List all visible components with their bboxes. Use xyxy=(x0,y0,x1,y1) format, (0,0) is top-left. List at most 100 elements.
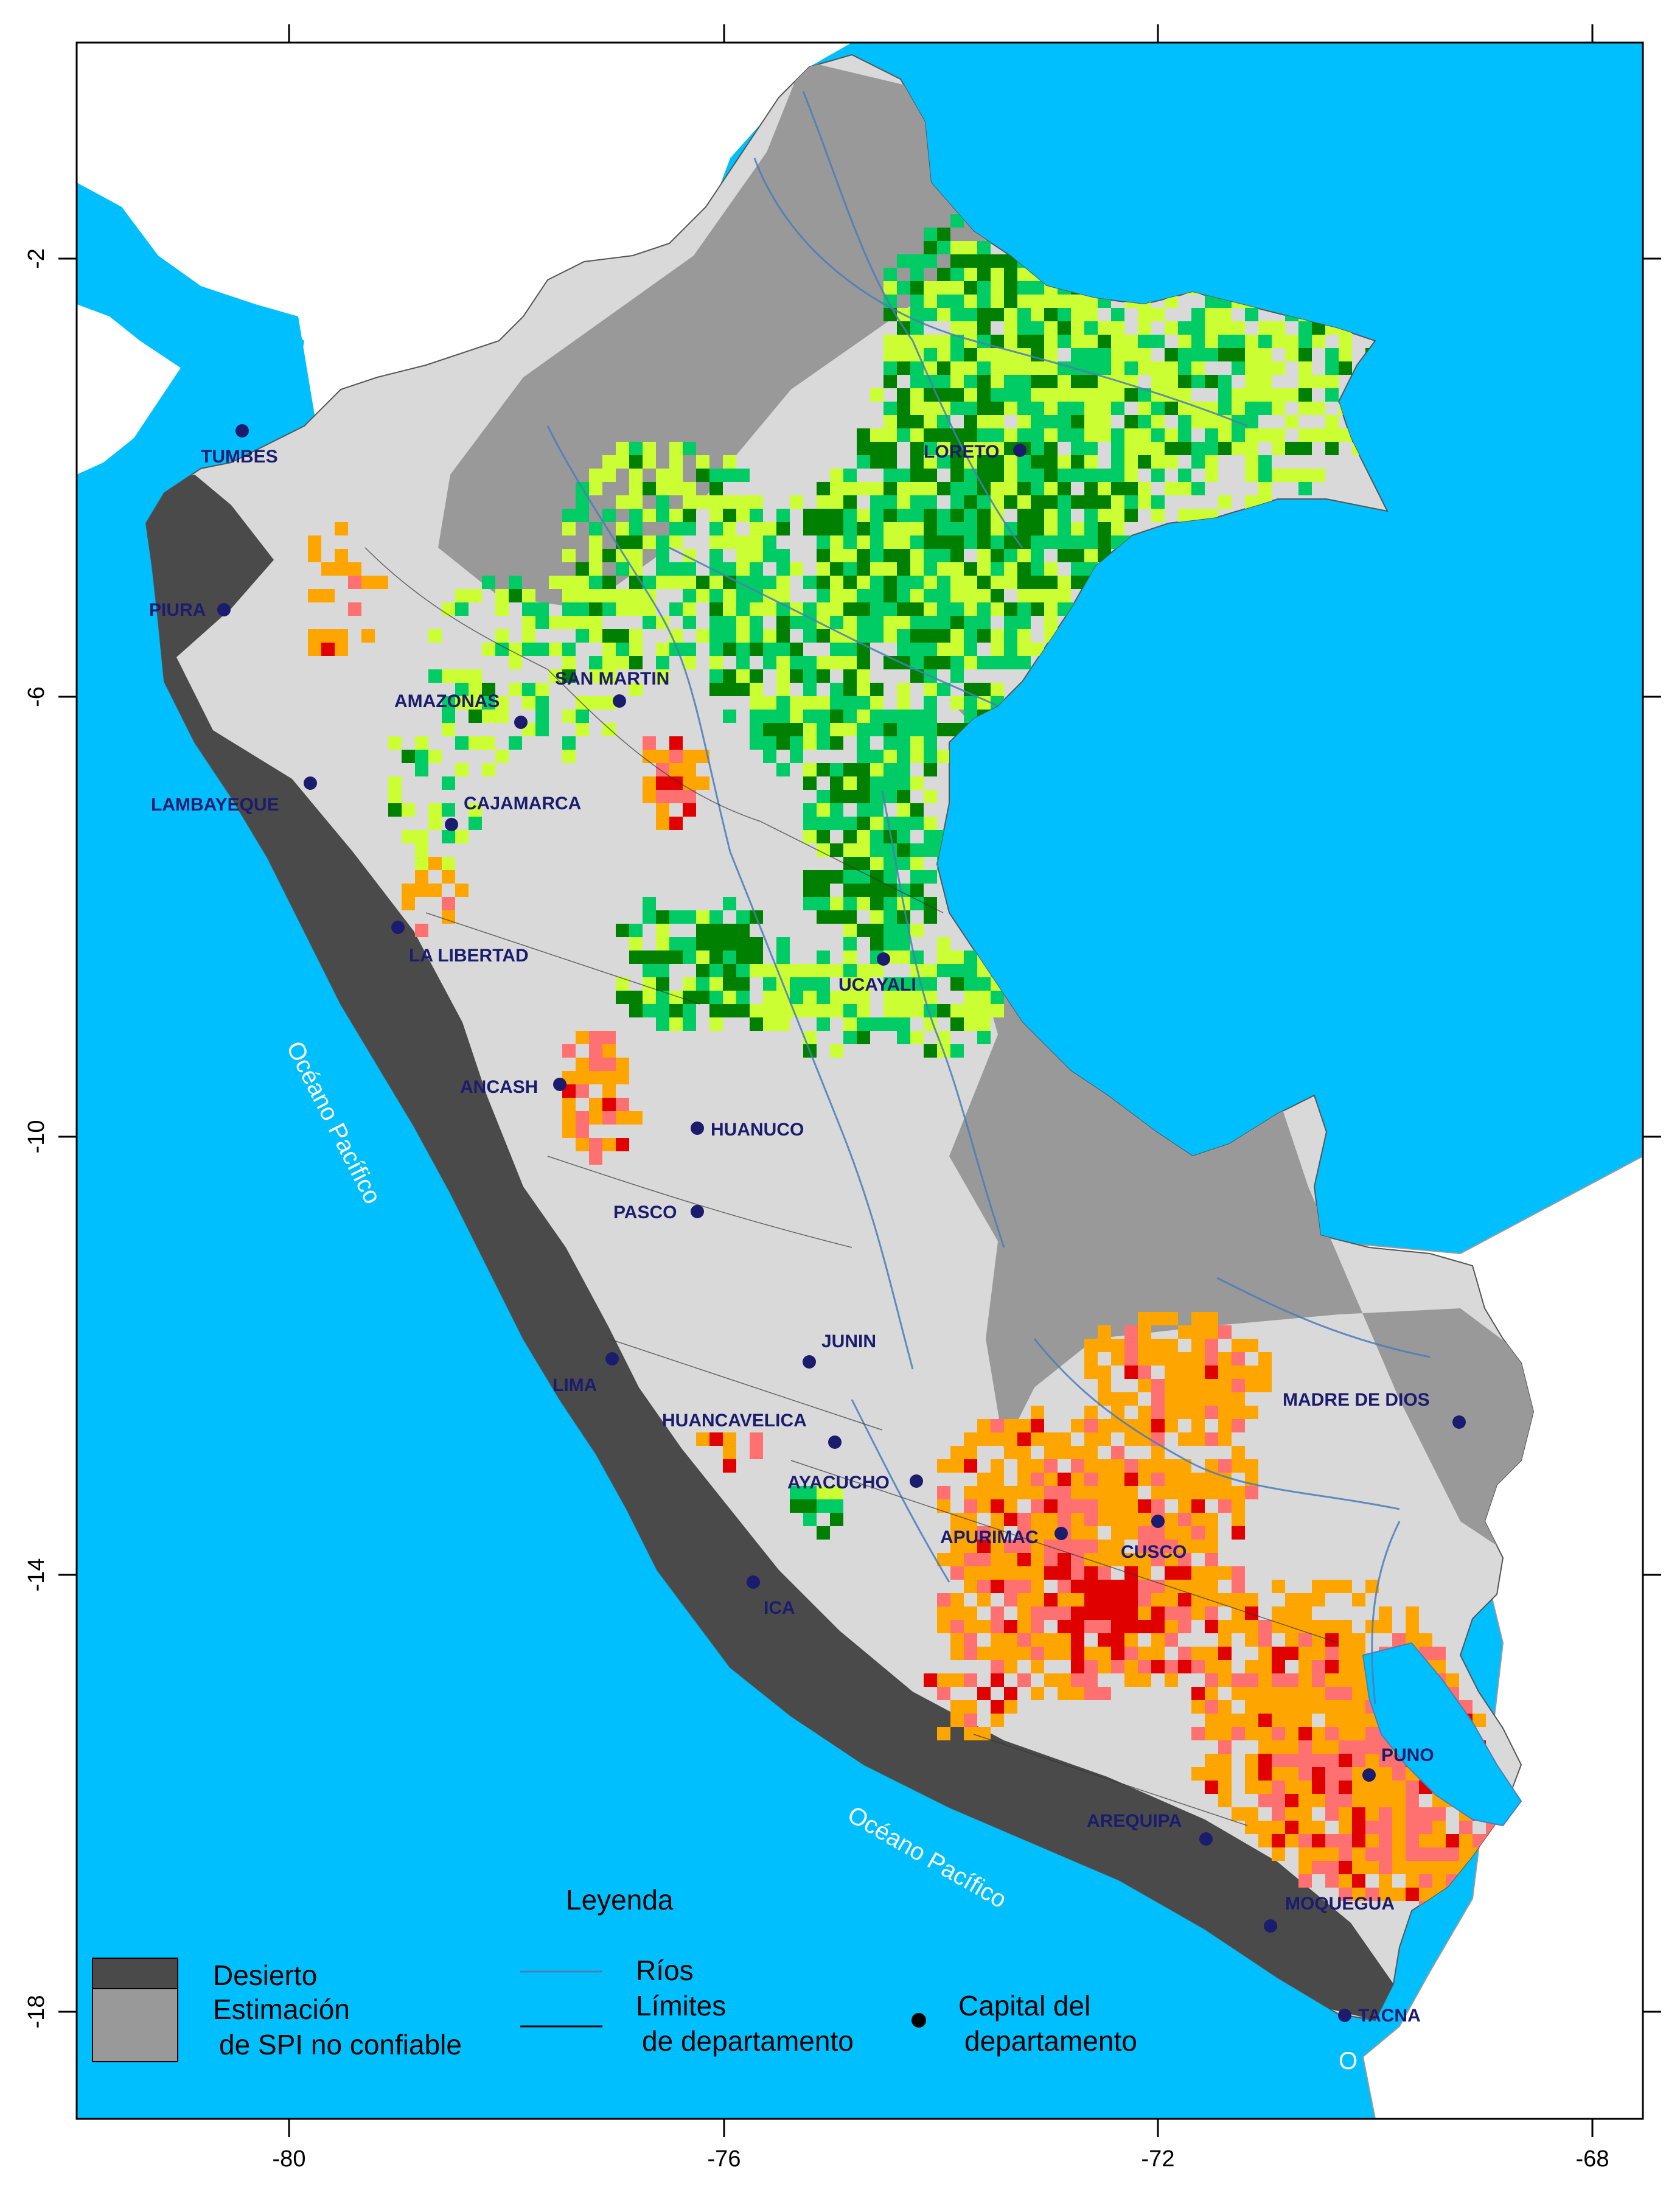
capital-dot xyxy=(1338,2009,1351,2022)
spi-cell xyxy=(870,522,884,535)
spi-cell xyxy=(1098,1660,1111,1673)
spi-cell xyxy=(723,522,736,535)
spi-cell xyxy=(656,977,669,991)
river-line xyxy=(669,546,999,707)
spi-cell xyxy=(843,469,857,482)
spi-cells xyxy=(308,214,1513,1928)
spi-cell xyxy=(1205,295,1218,308)
spi-cell xyxy=(549,616,562,629)
spi-cell xyxy=(937,1593,950,1606)
spi-cell xyxy=(1071,549,1084,562)
spi-cell xyxy=(629,924,643,937)
spi-cell xyxy=(1151,442,1165,455)
spi-cell xyxy=(843,509,857,522)
capital-label: MADRE DE DIOS xyxy=(1283,1390,1430,1410)
spi-cell xyxy=(1191,1339,1205,1352)
capital-label: PIURA xyxy=(149,600,206,620)
spi-cell xyxy=(991,1499,1004,1513)
spi-cell xyxy=(1232,1593,1245,1606)
spi-cell xyxy=(1151,415,1165,428)
rivers xyxy=(546,91,1431,1704)
spi-cell xyxy=(1258,1366,1272,1379)
spi-cell xyxy=(1151,1392,1165,1406)
spi-cell xyxy=(1352,1834,1365,1847)
spi-cell xyxy=(643,910,656,924)
spi-cell xyxy=(870,843,884,857)
spi-cell xyxy=(950,402,964,415)
spi-cell xyxy=(1138,1312,1151,1325)
spi-cell xyxy=(1218,1419,1232,1432)
spi-cell xyxy=(1084,522,1098,535)
spi-cell xyxy=(950,1459,964,1473)
spi-cell xyxy=(1446,1834,1459,1847)
spi-cell xyxy=(589,1151,602,1165)
spi-cell xyxy=(1058,1647,1071,1660)
spi-cell xyxy=(924,482,937,495)
spi-cell xyxy=(1084,1566,1098,1580)
spi-cell xyxy=(830,522,843,535)
spi-cell xyxy=(1205,1767,1218,1781)
spi-cell xyxy=(1151,1486,1165,1499)
spi-cell xyxy=(750,562,763,576)
spi-cell xyxy=(1232,1419,1245,1432)
spi-cell xyxy=(1205,1379,1218,1392)
spi-cell xyxy=(817,602,830,616)
spi-cell xyxy=(924,830,937,843)
spi-cell xyxy=(1031,1566,1044,1580)
spi-cell xyxy=(1004,1499,1017,1513)
spi-cell xyxy=(1285,1620,1298,1633)
spi-cell xyxy=(1218,1633,1232,1647)
spi-cell xyxy=(1245,1821,1258,1834)
spi-cell xyxy=(335,643,348,656)
spi-cell xyxy=(348,576,361,589)
spi-cell xyxy=(616,1071,629,1084)
spi-cell xyxy=(589,1111,602,1125)
spi-cell xyxy=(576,602,589,616)
spi-cell xyxy=(736,589,750,602)
spi-cell xyxy=(950,643,964,656)
spi-cell xyxy=(884,616,897,629)
spi-cell xyxy=(629,455,643,469)
spi-cell xyxy=(1272,388,1285,402)
spi-cell xyxy=(1044,602,1058,616)
spi-cell xyxy=(964,509,977,522)
spi-cell xyxy=(1031,522,1044,535)
spi-cell xyxy=(776,683,790,696)
spi-cell xyxy=(696,589,709,602)
spi-cell xyxy=(1165,1580,1178,1593)
spi-cell xyxy=(1111,495,1124,509)
spi-cell xyxy=(1245,1700,1258,1714)
spi-cell xyxy=(1138,1593,1151,1606)
spi-cell xyxy=(857,1031,870,1044)
spi-cell xyxy=(991,1606,1004,1620)
spi-cell xyxy=(348,602,361,616)
spi-cell xyxy=(1031,1526,1044,1540)
spi-cell xyxy=(1325,1673,1339,1687)
spi-cell xyxy=(589,1071,602,1084)
spi-cell xyxy=(830,602,843,616)
spi-cell xyxy=(964,964,977,977)
spi-cell xyxy=(576,495,589,509)
spi-cell xyxy=(335,629,348,643)
spi-cell xyxy=(750,683,763,696)
spi-cell xyxy=(857,843,870,857)
spi-cell xyxy=(950,361,964,375)
spi-cell xyxy=(388,736,402,750)
spi-cell xyxy=(977,428,991,442)
spi-cell xyxy=(1071,455,1084,469)
spi-cell xyxy=(1352,1593,1365,1606)
legend-capital-dot xyxy=(911,2013,926,2028)
spi-cell xyxy=(977,375,991,388)
spi-cell xyxy=(776,549,790,562)
spi-cell xyxy=(910,522,924,535)
spi-cell xyxy=(857,897,870,910)
spi-cell xyxy=(1298,1633,1312,1647)
spi-cell xyxy=(1031,495,1044,509)
spi-cell xyxy=(1352,1687,1365,1700)
spi-cell xyxy=(1071,1446,1084,1459)
spi-cell xyxy=(1258,1834,1272,1847)
spi-cell xyxy=(1165,1566,1178,1580)
spi-cell xyxy=(857,629,870,643)
spi-cell xyxy=(1325,1861,1339,1874)
spi-cell xyxy=(950,589,964,602)
